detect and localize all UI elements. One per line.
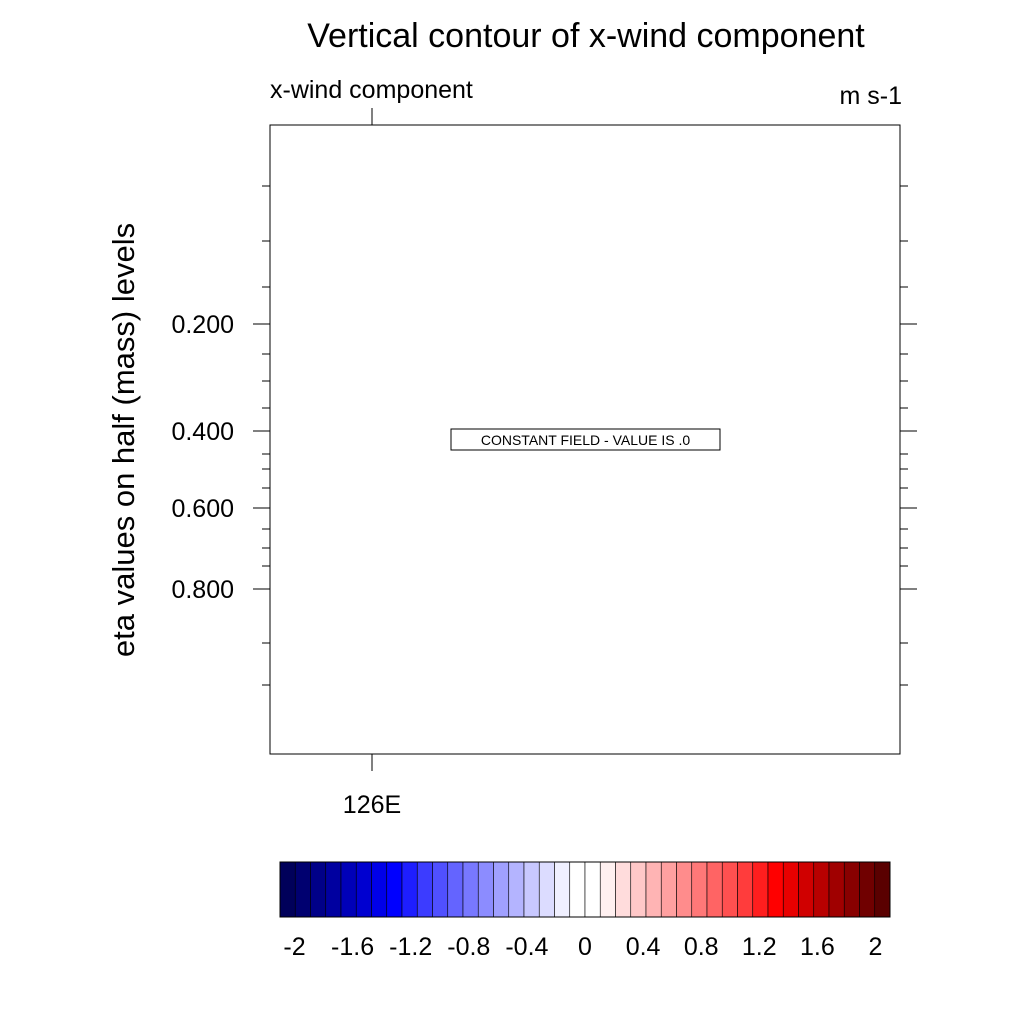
colorbar-box — [462, 861, 479, 918]
colorbar-box — [615, 861, 632, 918]
colorbar-box — [645, 861, 662, 918]
colorbar-box — [279, 861, 296, 918]
colorbar-box — [493, 861, 510, 918]
colorbar-box — [432, 861, 449, 918]
y-axis-label: eta values on half (mass) levels — [106, 223, 141, 657]
left-string: x-wind component — [270, 76, 473, 104]
colorbar-box — [340, 861, 357, 918]
colorbar-box — [798, 861, 815, 918]
colorbar-tick-label: -0.4 — [505, 933, 548, 961]
colorbar-box — [828, 861, 845, 918]
colorbar-box — [325, 861, 342, 918]
colorbar-box — [691, 861, 708, 918]
colorbar-tick-label: 0 — [578, 933, 592, 961]
colorbar-tick-label: -0.8 — [447, 933, 490, 961]
colorbar-box — [813, 861, 830, 918]
axis-ticks — [253, 108, 917, 771]
colorbar-tick-label: -1.6 — [331, 933, 374, 961]
colorbar-box — [401, 861, 418, 918]
colorbar-box — [569, 861, 586, 918]
colorbar-box — [599, 861, 616, 918]
colorbar-box — [386, 861, 403, 918]
colorbar-box — [843, 861, 860, 918]
colorbar-box — [447, 861, 464, 918]
y-tick-label: 0.800 — [171, 576, 234, 604]
colorbar-tick-label: 0.8 — [684, 933, 719, 961]
colorbar-box — [737, 861, 754, 918]
x-tick-label: 126E — [343, 791, 401, 819]
x-tick-labels: 126E — [343, 791, 401, 819]
chart-title: Vertical contour of x-wind component — [307, 17, 865, 55]
y-tick-label: 0.200 — [171, 311, 234, 339]
colorbar-box — [706, 861, 723, 918]
colorbar-box — [676, 861, 693, 918]
units-string: m s-1 — [840, 82, 903, 110]
colorbar — [279, 861, 891, 918]
colorbar-tick-label: -2 — [283, 933, 305, 961]
colorbar-box — [371, 861, 388, 918]
colorbar-box — [660, 861, 677, 918]
colorbar-box — [355, 861, 372, 918]
colorbar-box — [523, 861, 540, 918]
colorbar-box — [859, 861, 876, 918]
colorbar-box — [294, 861, 311, 918]
colorbar-box — [477, 861, 494, 918]
colorbar-tick-label: 2 — [869, 933, 883, 961]
colorbar-box — [874, 861, 891, 918]
colorbar-box — [310, 861, 327, 918]
colorbar-tick-label: -1.2 — [389, 933, 432, 961]
colorbar-box — [630, 861, 647, 918]
colorbar-box — [584, 861, 601, 918]
y-tick-label: 0.600 — [171, 495, 234, 523]
colorbar-box — [782, 861, 799, 918]
colorbar-box — [767, 861, 784, 918]
colorbar-tick-label: 0.4 — [626, 933, 661, 961]
colorbar-box — [538, 861, 555, 918]
y-tick-label: 0.400 — [171, 418, 234, 446]
constant-field-box — [450, 428, 721, 451]
colorbar-box — [554, 861, 571, 918]
colorbar-box — [416, 861, 433, 918]
colorbar-box — [721, 861, 738, 918]
colorbar-tick-label: 1.6 — [800, 933, 835, 961]
colorbar-tick-label: 1.2 — [742, 933, 777, 961]
y-tick-labels: 0.200 0.400 0.600 0.800 — [171, 311, 234, 604]
colorbar-box — [752, 861, 769, 918]
colorbar-labels: -2 -1.6 -1.2 -0.8 -0.4 0 0.4 0.8 1.2 1.6 2 — [283, 933, 882, 961]
constant-field-label: CONSTANT FIELD - VALUE IS .0 — [481, 432, 690, 448]
colorbar-frame — [279, 861, 891, 918]
colorbar-box — [508, 861, 525, 918]
